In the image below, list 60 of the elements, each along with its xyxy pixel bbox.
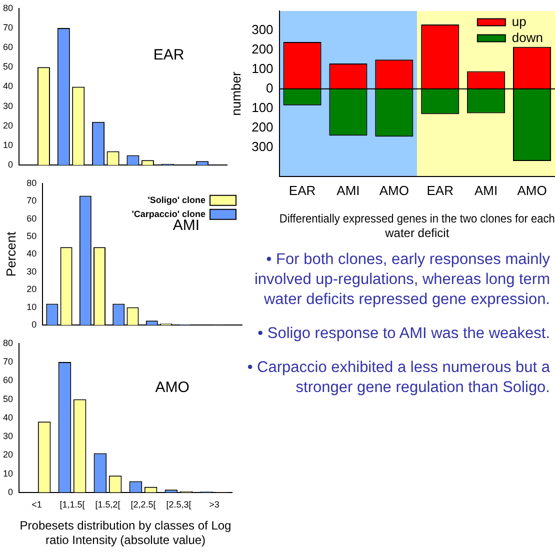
y-axis-title: number	[228, 70, 244, 116]
y-tick-label: 300	[252, 22, 274, 37]
y-tick-label: 40	[26, 248, 37, 259]
x-tick-label: AMI	[474, 182, 498, 198]
y-tick-label: 200	[252, 41, 274, 56]
text: AMO	[155, 379, 190, 396]
legend-label: down	[512, 30, 543, 45]
y-tick-label: 40	[2, 81, 14, 92]
y-tick-label: 100	[252, 60, 274, 76]
legend-label: 'Soligo' clone	[148, 194, 206, 205]
x-tick-label: EAR	[288, 182, 316, 198]
y-tick-label: 20	[2, 120, 14, 130]
y-tick-label: 50	[2, 394, 14, 404]
text: • Soligo response to AMI was the weakest.	[256, 324, 550, 344]
y-tick-label: 70	[2, 22, 14, 32]
y-tick-label: 80	[2, 338, 14, 348]
x-tick-label: [1.5,2[	[95, 499, 121, 510]
y-tick-label: 20	[26, 284, 37, 294]
text: AMI	[172, 217, 200, 234]
y-tick-label: 70	[2, 356, 14, 367]
x-tick-label: AMI	[336, 182, 360, 198]
x-tick-label: [1,1.5[	[60, 499, 86, 510]
y-tick-label: 100	[252, 100, 274, 115]
y-tick-label: 300	[252, 138, 274, 154]
y-tick-label: 60	[2, 375, 14, 386]
x-tick-label: AMO	[379, 182, 409, 198]
y-tick-label: 200	[252, 119, 274, 134]
x-axis-title: Probesets distribution by classes of Log ratio Intensity (absolute value)	[20, 518, 232, 548]
text: • For both clones, early responses mainly involved up-regulations, whereas long term water deficits repressed gene expression.	[253, 250, 550, 310]
y-tick-label: 60	[2, 42, 14, 52]
y-tick-label: 50	[26, 230, 37, 241]
x-tick-label: [2.5,3[	[166, 499, 192, 510]
y-tick-label: 0	[8, 486, 14, 497]
x-axis-title: Differentially expressed genes in the two clones for each water deficit	[279, 213, 555, 240]
x-tick-label: [2,2.5[	[130, 499, 156, 510]
y-tick-label: 0	[32, 319, 37, 330]
y-tick-label: 0	[266, 80, 274, 96]
x-tick-label: AMO	[517, 182, 547, 198]
y-tick-label: 0	[8, 159, 14, 170]
y-tick-label: 80	[2, 2, 14, 13]
y-tick-label: 30	[26, 266, 37, 276]
y-tick-label: 70	[26, 196, 37, 206]
y-tick-label: 10	[2, 140, 14, 150]
y-tick-label: 10	[26, 302, 37, 312]
text: • Carpaccio exhibited a less numerous but a stronger gene regulation than Soligo.	[246, 358, 550, 398]
y-tick-label: 80	[26, 178, 37, 188]
y-tick-label: 30	[2, 100, 14, 111]
y-tick-label: 10	[2, 468, 14, 478]
y-tick-label: 40	[2, 412, 14, 422]
x-tick-label: >3	[209, 499, 220, 510]
text: EAR	[153, 46, 184, 64]
y-tick-label: 50	[2, 62, 14, 72]
y-tick-label: 20	[2, 450, 14, 460]
x-tick-label: EAR	[426, 182, 454, 198]
legend-label: 'Carpaccio' clone	[132, 208, 206, 219]
y-axis-title: Percent	[3, 231, 18, 277]
x-tick-label: <1	[32, 499, 42, 510]
y-tick-label: 60	[26, 213, 37, 224]
legend-label: up	[512, 14, 526, 29]
y-tick-label: 30	[2, 431, 14, 442]
